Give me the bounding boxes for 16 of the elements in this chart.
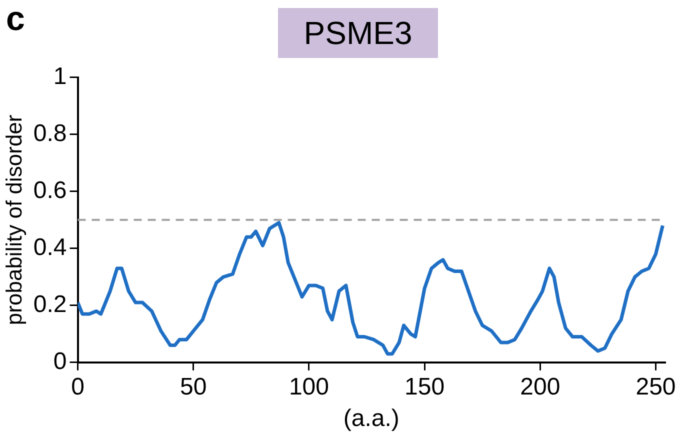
x-axis-title: (a.a.)	[343, 405, 400, 432]
y-tick-label: 0.2	[33, 291, 67, 318]
x-tick-label: 250	[636, 373, 676, 400]
x-tick-label: 100	[288, 373, 329, 400]
y-tick-label: 0	[53, 348, 67, 376]
x-tick-label: 150	[404, 373, 445, 400]
y-tick-label: 0.4	[33, 234, 67, 262]
y-axis-title: probability of disorder	[1, 114, 26, 326]
chart-title: PSME3	[278, 8, 438, 58]
x-tick-label: 50	[180, 373, 207, 400]
text: c	[6, 0, 25, 39]
y-tick-label: 0.8	[33, 120, 67, 148]
x-tick-label: 200	[520, 373, 560, 400]
y-tick-label: 0.6	[33, 177, 67, 204]
x-tick-label: 0	[71, 373, 84, 400]
y-tick-label: 1	[53, 63, 67, 90]
